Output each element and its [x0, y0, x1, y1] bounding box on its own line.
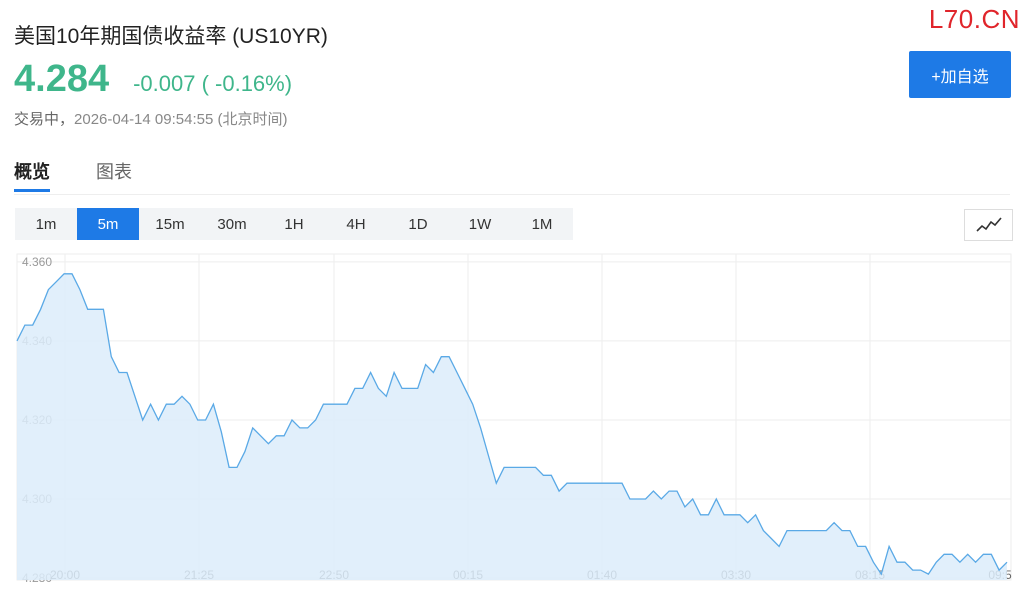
site-watermark: L70.CN: [928, 4, 1020, 34]
period-1h[interactable]: 1H: [284, 215, 304, 233]
last-price: 4.284: [14, 58, 110, 100]
period-15m[interactable]: 15m: [155, 215, 185, 233]
active-tab-indicator: [14, 189, 50, 192]
chart-type-button[interactable]: [964, 209, 1013, 241]
tab-chart[interactable]: 图表: [96, 162, 132, 182]
add-to-watchlist-button[interactable]: +加自选: [909, 51, 1011, 98]
tab-bar: 概览 图表: [14, 154, 1010, 195]
page-title: 美国10年期国债收益率 (US10YR): [14, 25, 328, 48]
price-area: [17, 273, 1007, 580]
tab-overview[interactable]: 概览: [14, 162, 50, 182]
period-selector: 1m 5m 15m 30m 1H 4H 1D 1W 1M: [15, 208, 573, 240]
status-label: 交易中，: [14, 111, 75, 128]
price-line: [16, 273, 1008, 576]
period-4h[interactable]: 4H: [346, 215, 366, 233]
price-change: -0.007 ( -0.16%): [133, 71, 293, 96]
period-1w[interactable]: 1W: [468, 215, 492, 233]
price-chart[interactable]: 4.3604.3404.3204.3004.28020:0021:2522:50…: [0, 250, 1024, 595]
period-1m[interactable]: 1m: [35, 215, 57, 233]
period-5m[interactable]: 5m: [77, 208, 139, 240]
period-30m[interactable]: 30m: [217, 215, 247, 233]
period-1d[interactable]: 1D: [408, 215, 428, 233]
trading-status: 交易中，2026-04-14 09:54:55 (北京时间): [14, 108, 287, 129]
y-tick-label: 4.360: [22, 255, 52, 269]
price-row: 4.284 -0.007 ( -0.16%): [14, 58, 292, 101]
period-1mo[interactable]: 1M: [531, 215, 553, 233]
status-time: 2026-04-14 09:54:55 (北京时间): [74, 111, 288, 128]
line-chart-icon: [975, 217, 1002, 232]
